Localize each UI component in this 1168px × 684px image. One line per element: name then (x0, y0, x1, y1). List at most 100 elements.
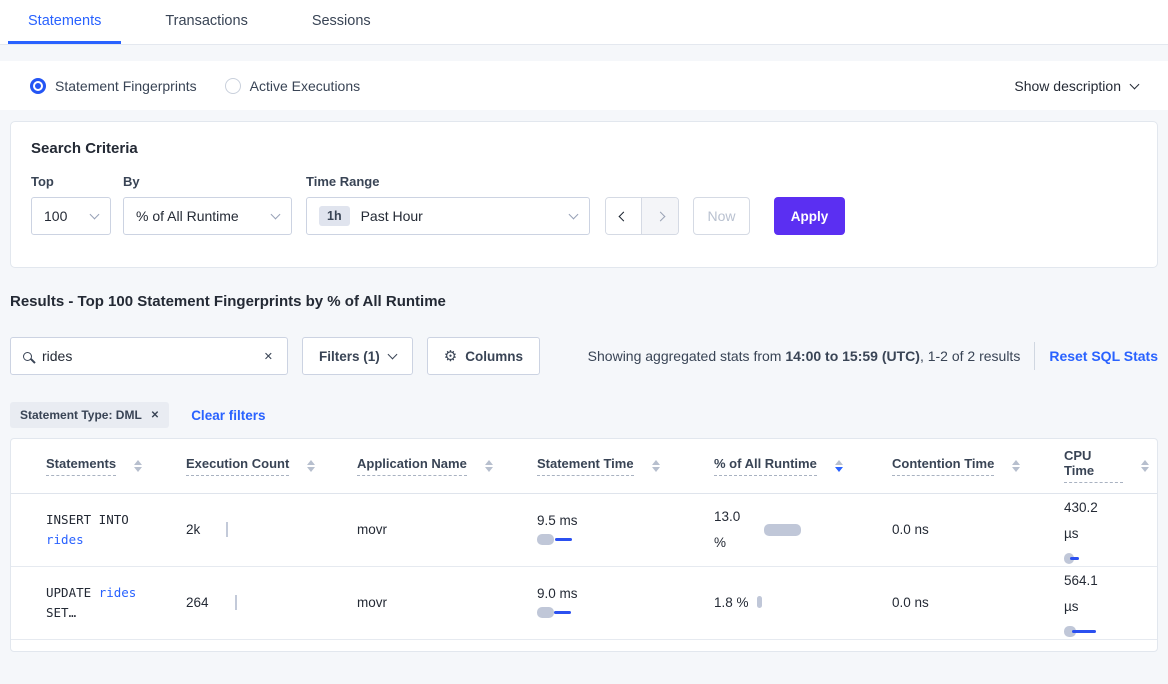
cpu-time-bar (1064, 552, 1104, 564)
page-tabs: Statements Transactions Sessions (0, 0, 1168, 45)
column-header-contention-time[interactable]: Contention Time (892, 439, 1064, 494)
show-description-label: Show description (1014, 77, 1121, 94)
pct-runtime-value: 13.0 % (714, 508, 741, 550)
statement-fingerprint[interactable]: INSERT INTO rides (46, 510, 176, 550)
search-input[interactable] (42, 348, 262, 364)
aggregation-note-suffix: , 1-2 of 2 results (919, 348, 1021, 364)
aggregation-note-prefix: Showing aggregated stats from (587, 348, 786, 364)
show-description-toggle[interactable]: Show description (1014, 77, 1140, 94)
column-label: Statements (46, 456, 117, 476)
time-range-label: Time Range (306, 174, 380, 189)
statements-table-card: Statements Execution Count Application N… (10, 438, 1158, 652)
chevron-down-icon (1129, 79, 1140, 89)
column-header-application-name[interactable]: Application Name (357, 439, 537, 494)
pct-runtime-bar (756, 596, 762, 609)
sort-icon[interactable] (834, 459, 843, 472)
statement-time-bar (537, 606, 597, 618)
radio-selected-icon (30, 77, 46, 94)
columns-button[interactable]: ⚙ Columns (426, 337, 540, 375)
statement-time-bar (537, 533, 597, 545)
by-select[interactable]: % of All Runtime (123, 197, 292, 235)
execution-count-bar (234, 595, 237, 610)
top-label: Top (31, 174, 54, 189)
search-criteria-title: Search Criteria (31, 140, 138, 157)
now-button[interactable]: Now (693, 197, 750, 235)
divider (1034, 342, 1036, 370)
column-label: Statement Time (537, 456, 634, 476)
column-header-pct-runtime[interactable]: % of All Runtime (714, 439, 892, 494)
chevron-down-icon (270, 209, 281, 220)
column-label: % of All Runtime (714, 456, 817, 476)
top-select-value: 100 (44, 208, 68, 224)
close-icon[interactable]: ✕ (150, 409, 160, 421)
gear-icon: ⚙ (443, 348, 458, 365)
filters-button[interactable]: Filters (1) (302, 337, 413, 375)
column-label: Contention Time (892, 456, 995, 476)
sort-icon[interactable] (307, 459, 316, 472)
previous-time-button[interactable] (606, 198, 642, 234)
statements-table: Statements Execution Count Application N… (11, 439, 1157, 640)
sql-text: SET… (46, 604, 77, 620)
filter-chip-statement-type[interactable]: Statement Type: DML ✕ (10, 402, 170, 428)
chevron-down-icon (568, 209, 579, 220)
cpu-time-value: 430.2 µs (1064, 500, 1098, 541)
statement-fingerprint[interactable]: UPDATE rides SET… (46, 583, 176, 623)
column-header-statements[interactable]: Statements (11, 439, 186, 494)
by-select-value: % of All Runtime (136, 208, 239, 224)
columns-button-label: Columns (465, 348, 523, 364)
application-name-value: movr (357, 522, 387, 537)
sort-icon[interactable] (134, 459, 143, 472)
sort-icon[interactable] (484, 459, 493, 472)
aggregation-note: Showing aggregated stats from 14:00 to 1… (588, 348, 1021, 364)
clear-filters-link[interactable]: Clear filters (191, 407, 266, 423)
application-name-value: movr (357, 595, 387, 610)
statement-link[interactable]: rides (46, 531, 84, 547)
top-select[interactable]: 100 (31, 197, 111, 235)
time-range-badge: 1h (319, 206, 350, 226)
chevron-down-icon (387, 349, 398, 360)
tab-sessions[interactable]: Sessions (311, 13, 371, 29)
column-header-cpu-time[interactable]: CPU Time (1064, 439, 1157, 494)
tab-transactions[interactable]: Transactions (165, 13, 248, 29)
radio-active-executions[interactable]: Active Executions (224, 77, 361, 94)
table-row: UPDATE rides SET… 264 movr 9.0 ms 1.8 % (11, 566, 1157, 640)
statement-link[interactable]: rides (98, 584, 137, 600)
column-header-execution-count[interactable]: Execution Count (186, 439, 357, 494)
next-time-button[interactable] (642, 198, 678, 234)
table-header-row: Statements Execution Count Application N… (11, 439, 1157, 494)
radio-statement-fingerprints[interactable]: Statement Fingerprints (30, 77, 197, 94)
pct-runtime-bar (764, 523, 801, 536)
time-range-value: Past Hour (360, 208, 423, 224)
sql-text: UPDATE (46, 584, 99, 600)
aggregation-range: 14:00 to 15:59 (UTC) (785, 348, 920, 364)
sort-icon[interactable] (651, 459, 660, 472)
sort-icon[interactable] (1141, 459, 1149, 472)
column-label: CPU Time (1064, 448, 1123, 484)
statement-search-box[interactable]: ✕ (10, 337, 288, 375)
execution-count-value: 264 (186, 595, 209, 610)
results-heading: Results - Top 100 Statement Fingerprints… (10, 293, 446, 310)
chevron-down-icon (89, 209, 100, 220)
search-criteria-panel: Search Criteria Top 100 By % of All Runt… (10, 121, 1158, 268)
clear-search-icon[interactable]: ✕ (263, 350, 273, 363)
time-range-select[interactable]: 1h Past Hour (306, 197, 590, 235)
table-row: INSERT INTO rides 2k movr 9.5 ms 13.0 % (11, 493, 1157, 567)
sort-icon[interactable] (1012, 459, 1021, 472)
filter-chip-row: Statement Type: DML ✕ Clear filters (10, 402, 1158, 428)
radio-label: Active Executions (249, 77, 361, 94)
cpu-time-value: 564.1 µs (1064, 573, 1098, 614)
statement-time-value: 9.0 ms (537, 586, 578, 602)
execution-count-value: 2k (186, 522, 201, 537)
apply-button[interactable]: Apply (774, 197, 845, 235)
chevron-right-icon (655, 211, 665, 221)
tab-statements[interactable]: Statements (8, 0, 122, 44)
reset-sql-stats-link[interactable]: Reset SQL Stats (1049, 348, 1158, 364)
radio-unselected-icon (224, 77, 241, 94)
filters-button-label: Filters (1) (319, 348, 380, 364)
sql-text: INSERT INTO (46, 511, 129, 527)
contention-time-value: 0.0 ns (892, 522, 929, 537)
cpu-time-bar (1064, 625, 1104, 637)
results-toolbar: ✕ Filters (1) ⚙ Columns Showing aggregat… (10, 337, 1158, 375)
search-icon (23, 351, 32, 361)
column-header-statement-time[interactable]: Statement Time (537, 439, 714, 494)
